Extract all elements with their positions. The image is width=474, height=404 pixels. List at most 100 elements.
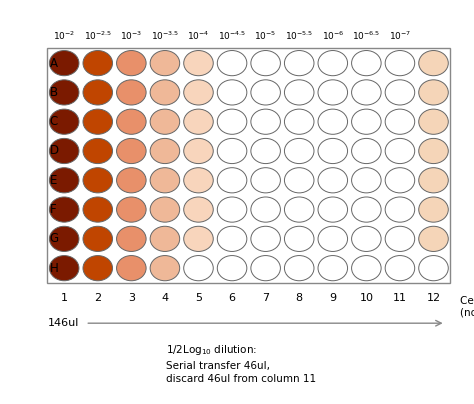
Circle shape: [49, 197, 79, 222]
Circle shape: [117, 109, 146, 134]
Circle shape: [184, 256, 213, 281]
Circle shape: [83, 50, 112, 76]
Circle shape: [419, 80, 448, 105]
Circle shape: [419, 50, 448, 76]
Text: 8: 8: [296, 293, 303, 303]
Bar: [47, 48, 450, 283]
Circle shape: [83, 197, 112, 222]
Circle shape: [49, 139, 79, 164]
Circle shape: [117, 226, 146, 251]
Text: $10^{-6.5}$: $10^{-6.5}$: [352, 30, 381, 42]
Circle shape: [150, 168, 180, 193]
Circle shape: [419, 197, 448, 222]
Circle shape: [419, 168, 448, 193]
Text: $10^{-2.5}$: $10^{-2.5}$: [83, 30, 112, 42]
Text: 5: 5: [195, 293, 202, 303]
Text: C: C: [50, 115, 58, 128]
Text: $10^{-7}$: $10^{-7}$: [389, 30, 411, 42]
Circle shape: [49, 50, 79, 76]
Circle shape: [284, 139, 314, 164]
Circle shape: [251, 139, 281, 164]
Circle shape: [117, 168, 146, 193]
Circle shape: [184, 139, 213, 164]
Circle shape: [83, 139, 112, 164]
Circle shape: [318, 197, 347, 222]
Circle shape: [83, 80, 112, 105]
Circle shape: [419, 109, 448, 134]
Text: A: A: [50, 57, 58, 69]
Text: $10^{-4.5}$: $10^{-4.5}$: [218, 30, 246, 42]
Text: $10^{-6}$: $10^{-6}$: [321, 30, 344, 42]
Circle shape: [117, 80, 146, 105]
Circle shape: [251, 109, 281, 134]
Circle shape: [184, 197, 213, 222]
Circle shape: [284, 168, 314, 193]
Text: D: D: [50, 145, 59, 158]
Text: 10: 10: [359, 293, 374, 303]
Circle shape: [284, 197, 314, 222]
Circle shape: [49, 256, 79, 281]
Circle shape: [83, 256, 112, 281]
Circle shape: [284, 109, 314, 134]
Circle shape: [150, 226, 180, 251]
Text: 3: 3: [128, 293, 135, 303]
Circle shape: [217, 168, 247, 193]
Text: $10^{-5}$: $10^{-5}$: [255, 30, 277, 42]
Circle shape: [385, 226, 415, 251]
Text: 12: 12: [427, 293, 440, 303]
Circle shape: [251, 50, 281, 76]
Circle shape: [385, 256, 415, 281]
Circle shape: [117, 139, 146, 164]
Circle shape: [217, 80, 247, 105]
Circle shape: [385, 50, 415, 76]
Circle shape: [385, 168, 415, 193]
Text: $10^{-2}$: $10^{-2}$: [53, 30, 75, 42]
Circle shape: [117, 197, 146, 222]
Circle shape: [49, 80, 79, 105]
Circle shape: [352, 109, 381, 134]
Circle shape: [150, 50, 180, 76]
Circle shape: [284, 226, 314, 251]
Circle shape: [318, 168, 347, 193]
Circle shape: [251, 197, 281, 222]
Circle shape: [352, 139, 381, 164]
Circle shape: [284, 80, 314, 105]
Circle shape: [385, 109, 415, 134]
Circle shape: [352, 168, 381, 193]
Circle shape: [352, 256, 381, 281]
Text: 146ul: 146ul: [47, 318, 79, 328]
Circle shape: [251, 168, 281, 193]
Text: $10^{-4}$: $10^{-4}$: [187, 30, 210, 42]
Circle shape: [385, 197, 415, 222]
Circle shape: [217, 226, 247, 251]
Circle shape: [49, 226, 79, 251]
Circle shape: [150, 109, 180, 134]
Text: F: F: [50, 203, 56, 216]
Circle shape: [83, 226, 112, 251]
Text: 7: 7: [262, 293, 269, 303]
Circle shape: [385, 139, 415, 164]
Circle shape: [352, 226, 381, 251]
Circle shape: [150, 80, 180, 105]
Circle shape: [352, 80, 381, 105]
Circle shape: [217, 139, 247, 164]
Circle shape: [251, 80, 281, 105]
Text: 9: 9: [329, 293, 337, 303]
Circle shape: [184, 226, 213, 251]
Text: G: G: [50, 232, 59, 245]
Circle shape: [150, 197, 180, 222]
Text: H: H: [50, 262, 58, 275]
Circle shape: [419, 139, 448, 164]
Circle shape: [318, 226, 347, 251]
Circle shape: [352, 50, 381, 76]
Circle shape: [217, 256, 247, 281]
Circle shape: [150, 139, 180, 164]
Text: $10^{-3}$: $10^{-3}$: [120, 30, 143, 42]
Circle shape: [318, 109, 347, 134]
Circle shape: [83, 168, 112, 193]
Text: 6: 6: [228, 293, 236, 303]
Text: 1/2Log$_{10}$ dilution:
Serial transfer 46ul,
discard 46ul from column 11: 1/2Log$_{10}$ dilution: Serial transfer …: [166, 343, 316, 384]
Circle shape: [318, 256, 347, 281]
Circle shape: [117, 50, 146, 76]
Circle shape: [284, 50, 314, 76]
